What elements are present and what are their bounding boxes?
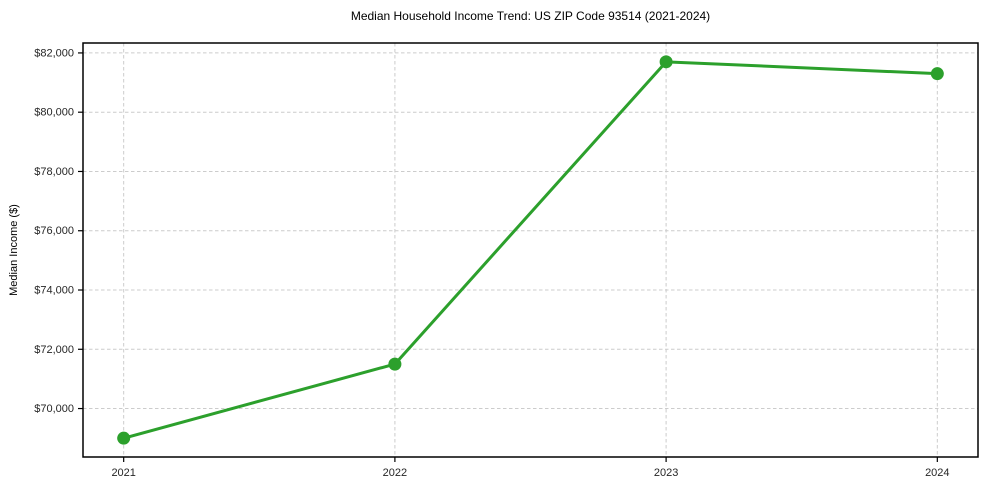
y-tick-label: $74,000 xyxy=(34,285,74,297)
chart-title: Median Household Income Trend: US ZIP Co… xyxy=(350,9,711,23)
income-trend-line xyxy=(122,60,939,440)
x-tick-label: 2021 xyxy=(111,467,135,479)
y-tick-label: $82,000 xyxy=(34,47,74,59)
x-tick-label: 2023 xyxy=(654,467,678,479)
y-tick-label: $78,000 xyxy=(34,166,74,178)
y-tick-label: $72,000 xyxy=(34,344,74,356)
data-point-marker xyxy=(659,55,673,69)
y-tick-label: $70,000 xyxy=(34,403,74,415)
y-tick-label: $80,000 xyxy=(34,107,74,119)
data-point-marker xyxy=(117,431,131,445)
plot-border xyxy=(82,42,979,458)
x-tick-label: 2022 xyxy=(383,467,407,479)
data-point-marker xyxy=(930,67,944,81)
y-tick-label: $76,000 xyxy=(34,225,74,237)
data-point-marker xyxy=(388,357,402,371)
x-tick-label: 2024 xyxy=(925,467,949,479)
